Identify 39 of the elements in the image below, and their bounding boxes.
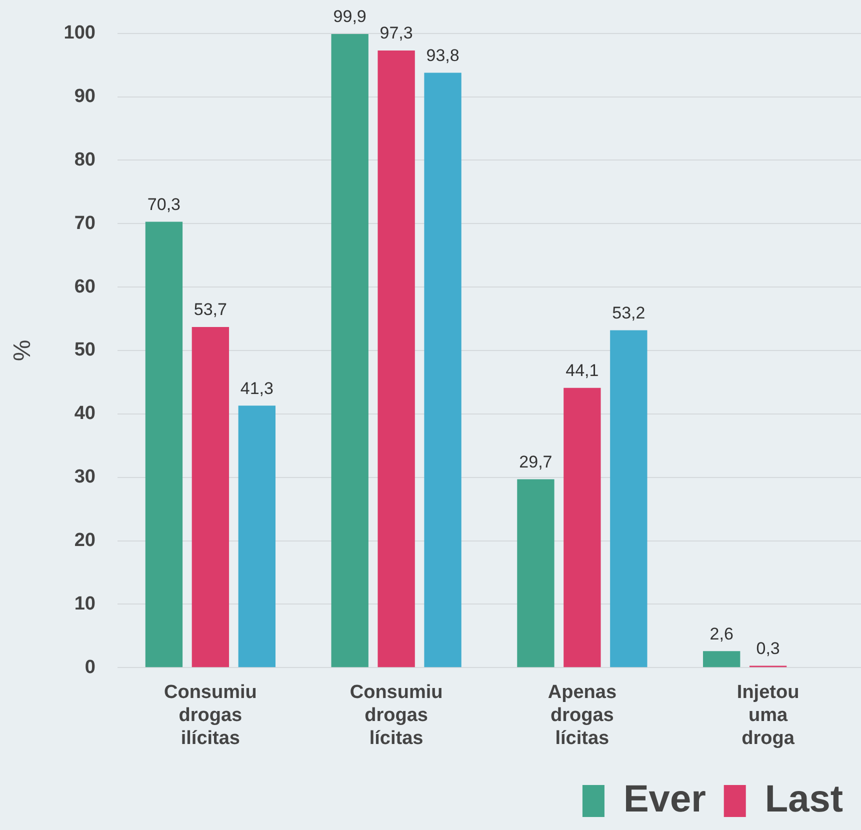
y-tick-label: 90: [74, 86, 96, 108]
bar: [145, 222, 183, 668]
y-tick-label: 100: [64, 22, 96, 44]
y-tick-label: 40: [74, 403, 96, 424]
data-label: 70,3: [147, 194, 181, 214]
data-label: 97,3: [380, 24, 413, 43]
bar: [331, 34, 368, 668]
y-tick-label: 60: [74, 276, 96, 298]
data-label: 53,7: [194, 300, 227, 320]
bar: [238, 406, 276, 668]
bar: [517, 479, 554, 668]
y-tick-label: 50: [74, 340, 96, 361]
data-label: 44,1: [566, 361, 599, 380]
y-tick-label: 10: [74, 593, 96, 614]
legend-label: Last: [764, 778, 844, 820]
bar: [192, 327, 230, 668]
bar: [378, 50, 415, 668]
data-label: 53,2: [612, 303, 646, 322]
data-label: 29,7: [519, 452, 552, 472]
y-axis-title: %: [9, 340, 36, 362]
data-label: 0,3: [756, 638, 780, 658]
x-tick-label: Injetou uma droga: [736, 682, 800, 749]
bar: [610, 330, 648, 668]
y-tick-label: 0: [84, 656, 96, 678]
y-tick-label: 30: [74, 466, 96, 488]
data-label: 2,6: [710, 624, 734, 644]
data-label: 41,3: [240, 378, 274, 398]
y-tick-label: 80: [74, 149, 96, 170]
bar: [424, 72, 462, 668]
data-label: 99,9: [333, 7, 366, 26]
x-tick-label: Consumiu drogas lícitas: [350, 682, 443, 749]
x-tick-label: Consumiu drogas ilícitas: [164, 682, 257, 749]
data-label: 93,8: [426, 46, 460, 65]
y-tick-label: 20: [74, 530, 96, 551]
legend-label: Ever: [623, 778, 706, 820]
x-tick-label: Apenas drogas lícitas: [548, 682, 617, 749]
bar: [703, 651, 740, 668]
bar: [564, 388, 601, 668]
y-tick-label: 70: [74, 212, 96, 234]
